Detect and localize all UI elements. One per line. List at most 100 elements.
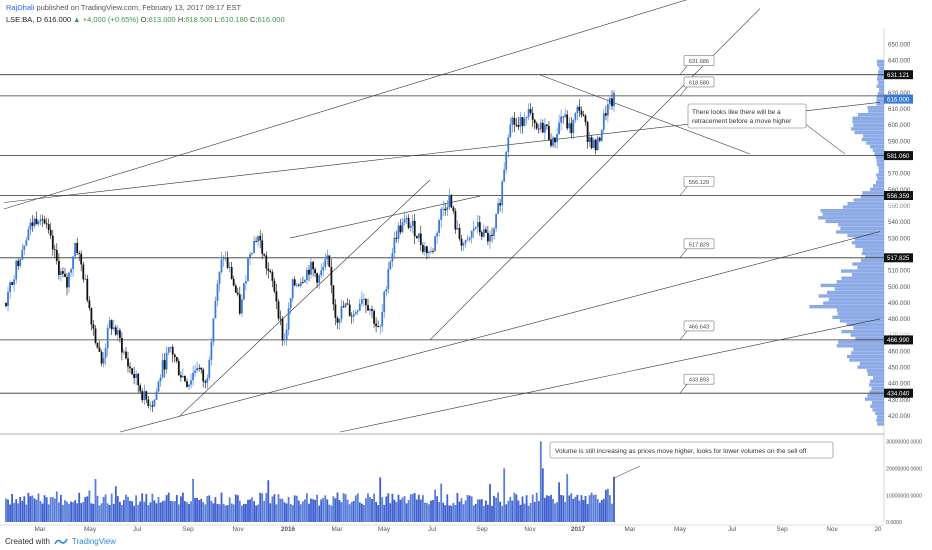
volume-bar — [440, 483, 443, 522]
volume-bar — [346, 499, 349, 522]
candle-body — [265, 255, 268, 269]
volume-bar — [165, 495, 168, 522]
candle-body — [513, 117, 516, 125]
author-name[interactable]: RajDhali — [6, 3, 35, 12]
candle-body — [594, 139, 597, 151]
volume-bar — [369, 497, 371, 522]
volume-bar — [548, 496, 550, 522]
volume-bar — [320, 499, 323, 522]
candle-body — [523, 118, 526, 126]
volume-bar — [47, 504, 50, 522]
time-tick-label: May — [84, 526, 97, 533]
volume-profile-bar — [861, 137, 884, 142]
candle-body — [173, 354, 176, 357]
candle-body — [507, 137, 510, 152]
volume-bar — [55, 491, 58, 522]
volume-bar — [409, 494, 412, 522]
level-label-leader — [679, 329, 689, 341]
volume-bar — [468, 495, 471, 522]
volume-bar — [342, 493, 345, 522]
candle-body — [342, 306, 345, 308]
candle-body — [531, 113, 534, 120]
volume-profile-bar — [836, 280, 884, 284]
volume-bar — [550, 494, 552, 522]
candle-body — [330, 266, 333, 286]
level-label-box — [683, 55, 715, 67]
volume-bar — [478, 499, 481, 522]
volume-profile-bar — [853, 198, 884, 202]
volume-profile-bar — [841, 276, 884, 280]
volume-bar — [198, 500, 201, 522]
volume-bar — [592, 495, 595, 522]
volume-bar — [49, 497, 52, 522]
volume-profile-bar — [871, 386, 884, 391]
annotation-1-box — [687, 103, 807, 129]
volume-bar — [88, 490, 91, 522]
volume-bar — [422, 495, 424, 522]
volume-bar — [363, 505, 365, 522]
candle-body — [310, 261, 312, 275]
candle-body — [21, 249, 24, 260]
volume-bar — [182, 492, 184, 522]
volume-bar — [277, 494, 280, 522]
volume-bar — [454, 505, 457, 522]
volume-bar — [17, 503, 20, 522]
candle-body — [552, 137, 554, 146]
tradingview-brand[interactable]: TradingView — [71, 537, 116, 546]
price-tick-label: 570.000 — [888, 171, 911, 178]
symbol[interactable]: LSE:BA, D — [6, 15, 42, 24]
volume-bar — [314, 499, 316, 522]
candle-body — [216, 283, 219, 301]
candle-body — [446, 207, 449, 211]
candle-body — [566, 114, 569, 129]
candle-body — [501, 181, 504, 206]
time-tick-label: Mar — [331, 526, 343, 533]
level-label-box — [683, 320, 715, 332]
volume-bar — [493, 495, 495, 522]
candle-body — [167, 347, 170, 353]
volume-profile-bar — [867, 393, 884, 398]
volume-profile-bar — [879, 66, 884, 71]
volume-profile-bar — [857, 265, 884, 270]
time-tick-label: Nov — [826, 526, 838, 533]
candle-body — [550, 139, 552, 146]
volume-bar — [448, 505, 451, 522]
price-tag-label: 517.825 — [887, 255, 910, 262]
volume-profile-bar — [840, 226, 884, 231]
annotation-1-leader — [799, 119, 846, 155]
volume-bar — [171, 501, 174, 522]
candle-body — [80, 253, 83, 265]
candle-body — [220, 259, 223, 272]
volume-profile-bar — [855, 337, 884, 341]
candle-body — [19, 259, 22, 266]
volume-tick-label: 0.0000 — [886, 520, 902, 526]
candle-body — [419, 233, 422, 245]
volume-bar — [411, 493, 414, 522]
volume-bar — [332, 496, 335, 522]
volume-profile-bar — [866, 369, 884, 373]
volume-bar — [340, 502, 343, 522]
volume-bar — [218, 504, 221, 522]
volume-bar — [487, 504, 489, 522]
volume-bar — [312, 499, 314, 522]
candle-body — [147, 399, 150, 406]
price-tag-label: 556.359 — [887, 193, 910, 200]
time-tick-label: 2016 — [281, 526, 296, 533]
candle-body — [51, 235, 54, 250]
candle-body — [338, 319, 341, 323]
volume-bar — [295, 495, 298, 522]
candle-body — [314, 269, 316, 274]
candle-body — [131, 368, 133, 375]
volume-profile-bar — [852, 120, 884, 124]
volume-bar — [153, 500, 156, 522]
candle-body — [454, 211, 457, 230]
volume-profile-bar — [877, 73, 884, 78]
candle-body — [53, 249, 56, 251]
volume-profile-bar — [853, 347, 884, 351]
volume-bar — [259, 492, 262, 522]
candle-body — [137, 373, 140, 386]
volume-bar — [568, 495, 571, 522]
candle-body — [66, 276, 68, 288]
volume-bar — [253, 501, 255, 522]
